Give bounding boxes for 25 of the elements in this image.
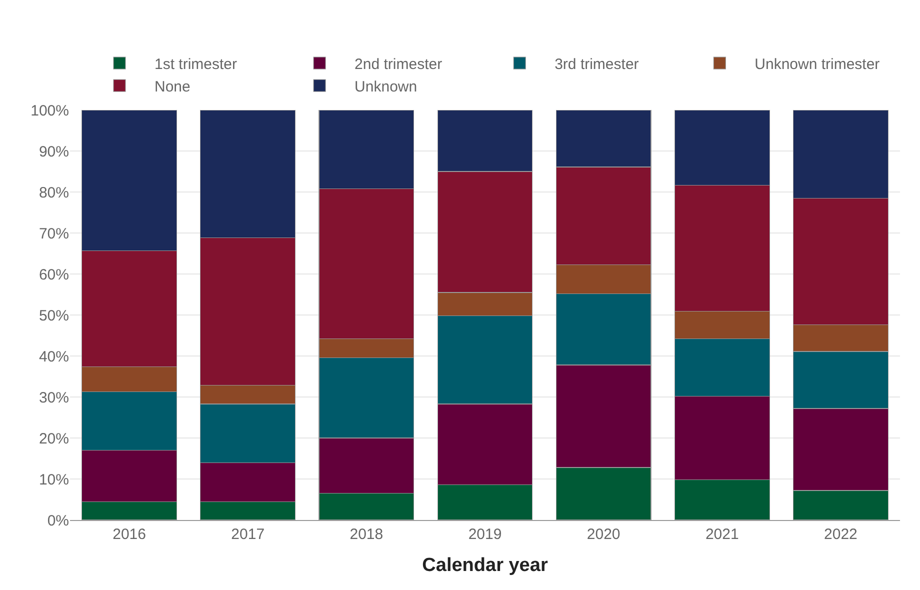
legend-label: Unknown trimester	[754, 56, 880, 73]
y-tick-label: 100%	[30, 102, 69, 120]
legend-label: 2nd trimester	[354, 56, 442, 73]
legend-label: 1st trimester	[154, 56, 238, 73]
x-tick-label: 2020	[586, 526, 620, 543]
y-tick-label: 50%	[38, 307, 69, 324]
y-tick-label: 80%	[38, 184, 69, 202]
legend-label: 3rd trimester	[554, 56, 639, 73]
x-tick-label: 2019	[468, 526, 502, 543]
y-tick-label: 30%	[38, 389, 69, 406]
legend-label: Unknown	[354, 78, 418, 96]
y-tick-label: 20%	[38, 430, 69, 448]
y-tick-label: 90%	[38, 143, 69, 160]
x-tick-label: 2017	[231, 526, 265, 543]
x-tick-label: 2018	[350, 526, 384, 543]
y-tick-label: 60%	[38, 266, 69, 284]
y-tick-label: 70%	[38, 225, 69, 242]
y-tick-label: 40%	[38, 348, 69, 366]
y-tick-label: 0%	[47, 512, 69, 530]
x-tick-label: 2021	[705, 526, 739, 543]
x-axis-title: Calendar year	[422, 554, 548, 576]
x-tick-label: 2016	[112, 526, 146, 543]
legend-label: None	[154, 78, 190, 96]
x-tick-label: 2022	[824, 526, 858, 543]
y-tick-label: 10%	[38, 471, 69, 488]
